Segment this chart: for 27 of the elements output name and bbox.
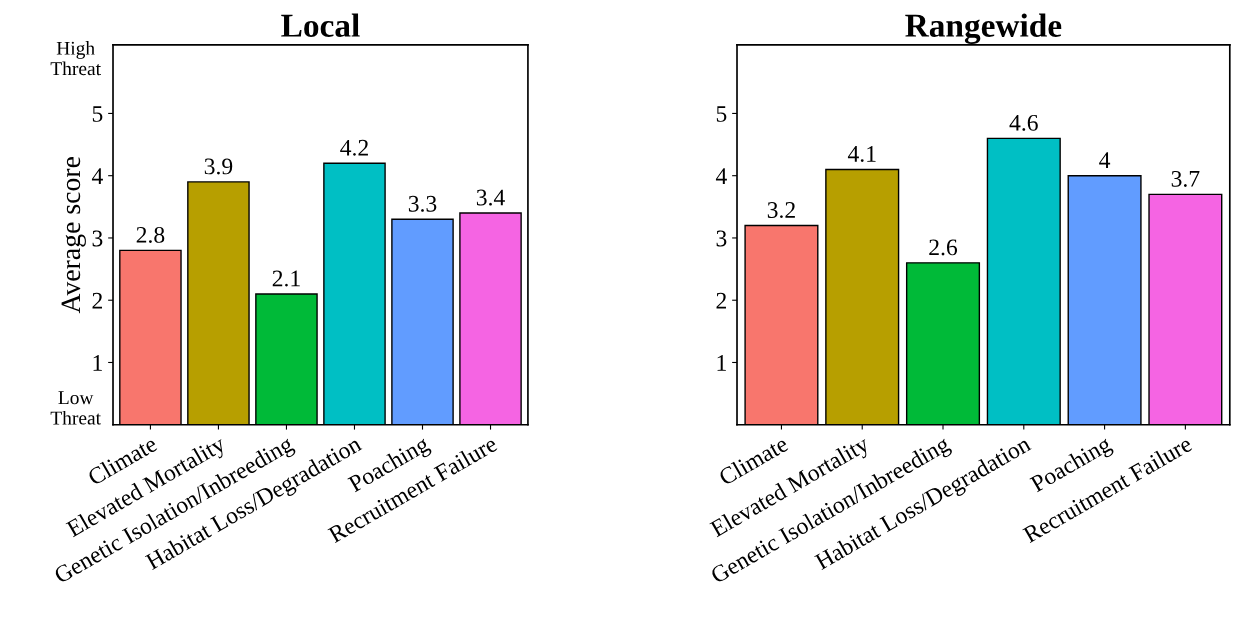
data-label: 3.7: [1171, 170, 1200, 187]
y-tick-label: 4: [91, 168, 103, 184]
chart-title: Local: [281, 13, 360, 37]
chart-title: Rangewide: [905, 13, 1062, 44]
y-tick-label: 2: [92, 292, 102, 309]
data-label: 4.6: [1009, 114, 1038, 131]
data-label: 3.2: [767, 202, 795, 219]
data-label: 4.2: [340, 139, 368, 156]
data-label: 2.8: [136, 226, 165, 243]
y-tick-label: 1: [93, 355, 102, 371]
data-label: 3.3: [408, 195, 437, 212]
y-tick-label: 1: [717, 355, 726, 371]
text: Low Threat: [50, 391, 101, 425]
y-tick-label: 3: [716, 230, 727, 247]
text: High Threat: [50, 41, 101, 76]
y-tick-label: 5: [92, 106, 103, 122]
y-tick-label: 5: [716, 106, 727, 122]
y-tick-label: 3: [92, 230, 103, 247]
data-label: 4.1: [847, 146, 876, 162]
y-tick-label: 2: [716, 292, 726, 309]
y-axis-title: Average score: [61, 157, 86, 314]
y-tick-label: 4: [715, 168, 727, 184]
data-label: 2.1: [272, 270, 300, 287]
data-label: 4: [1099, 152, 1111, 168]
data-label: 3.4: [476, 189, 505, 206]
data-label: 2.6: [929, 239, 958, 256]
data-label: 3.9: [204, 158, 233, 175]
